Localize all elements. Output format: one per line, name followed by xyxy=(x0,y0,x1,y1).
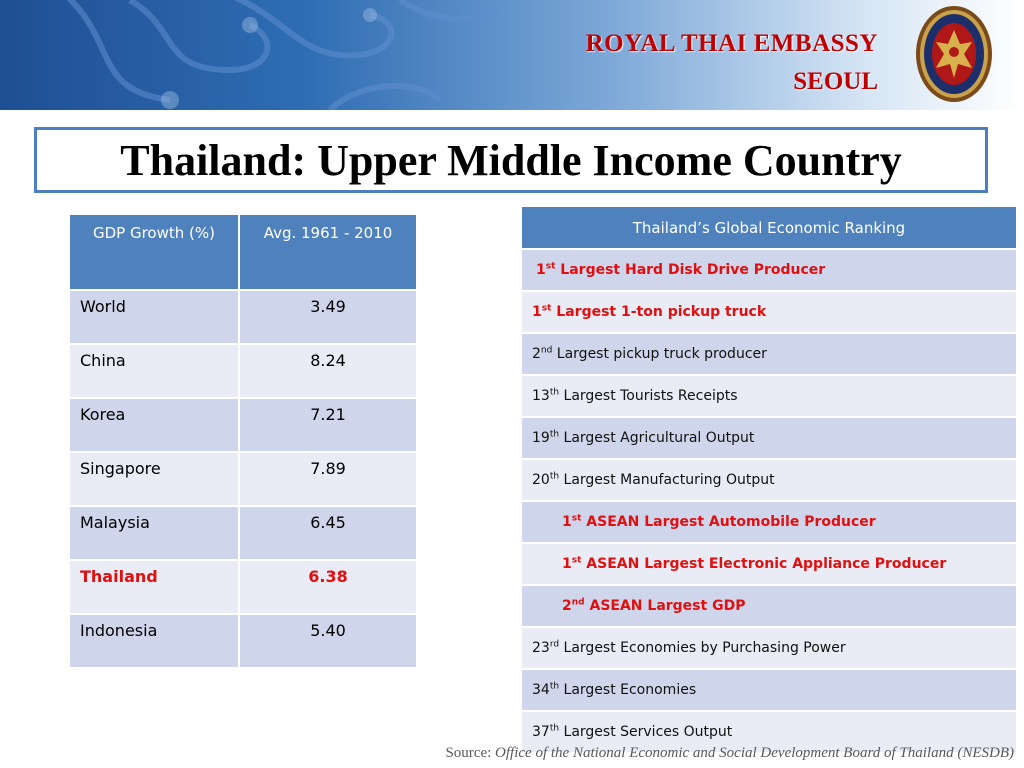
growth-value-cell: 6.38 xyxy=(238,559,418,615)
table-row: Indonesia 5.40 xyxy=(68,613,418,669)
ranking-cell: 13th Largest Tourists Receipts xyxy=(520,374,1018,418)
country-cell: Thailand xyxy=(68,559,240,615)
ranking-cell: 1st Largest Hard Disk Drive Producer xyxy=(520,248,1018,292)
gdp-growth-table: GDP Growth (%) Avg. 1961 - 2010 World 3.… xyxy=(68,213,418,669)
growth-value-cell: 7.21 xyxy=(238,397,418,453)
source-note: Source: Office of the National Economic … xyxy=(445,745,1014,762)
embassy-name: ROYAL THAI EMBASSY xyxy=(585,30,878,57)
ranking-cell: 1st Largest 1-ton pickup truck xyxy=(520,290,1018,334)
table-row: 13th Largest Tourists Receipts xyxy=(520,374,1018,418)
royal-thai-embassy-seal xyxy=(916,6,992,102)
table-row: Korea 7.21 xyxy=(68,397,418,453)
ranking-cell: 2nd Largest pickup truck producer xyxy=(520,332,1018,376)
country-cell: China xyxy=(68,343,240,399)
gdp-header-average: Avg. 1961 - 2010 xyxy=(238,213,418,291)
ranking-cell: 37th Largest Services Output xyxy=(520,710,1018,754)
table-row: 1st Largest 1-ton pickup truck xyxy=(520,290,1018,334)
growth-value-cell: 7.89 xyxy=(238,451,418,507)
table-row: 23rd Largest Economies by Purchasing Pow… xyxy=(520,626,1018,670)
global-ranking-table: Thailand’s Global Economic Ranking 1st L… xyxy=(520,205,1018,754)
ranking-cell: 1st ASEAN Largest Electronic Appliance P… xyxy=(520,542,1018,586)
source-label: Source: xyxy=(445,745,492,761)
growth-value-cell: 3.49 xyxy=(238,289,418,345)
country-cell: Korea xyxy=(68,397,240,453)
table-row: 1st Largest Hard Disk Drive Producer xyxy=(520,248,1018,292)
country-cell: Indonesia xyxy=(68,613,240,669)
ranking-cell: 2nd ASEAN Largest GDP xyxy=(520,584,1018,628)
country-cell: World xyxy=(68,289,240,345)
country-cell: Singapore xyxy=(68,451,240,507)
table-row: World 3.49 xyxy=(68,289,418,345)
table-row-thailand: Thailand 6.38 xyxy=(68,559,418,615)
table-row: Singapore 7.89 xyxy=(68,451,418,507)
table-row: 1st ASEAN Largest Automobile Producer xyxy=(520,500,1018,544)
slide-title-box: Thailand: Upper Middle Income Country xyxy=(34,127,988,193)
ranking-cell: 23rd Largest Economies by Purchasing Pow… xyxy=(520,626,1018,670)
table-row: 2nd Largest pickup truck producer xyxy=(520,332,1018,376)
source-text: Office of the National Economic and Soci… xyxy=(495,745,1014,761)
ranking-cell: 34th Largest Economies xyxy=(520,668,1018,712)
table-row: Malaysia 6.45 xyxy=(68,505,418,561)
table-row: 19th Largest Agricultural Output xyxy=(520,416,1018,460)
ranking-cell: 19th Largest Agricultural Output xyxy=(520,416,1018,460)
country-cell: Malaysia xyxy=(68,505,240,561)
thai-ornament-pattern xyxy=(66,0,502,110)
growth-value-cell: 8.24 xyxy=(238,343,418,399)
table-row: 1st ASEAN Largest Electronic Appliance P… xyxy=(520,542,1018,586)
header-banner: ROYAL THAI EMBASSY SEOUL xyxy=(0,0,1024,110)
table-row: 20th Largest Manufacturing Output xyxy=(520,458,1018,502)
table-row: 2nd ASEAN Largest GDP xyxy=(520,584,1018,628)
ranking-cell: 1st ASEAN Largest Automobile Producer xyxy=(520,500,1018,544)
ranking-header: Thailand’s Global Economic Ranking xyxy=(520,205,1018,250)
gdp-header-country: GDP Growth (%) xyxy=(68,213,240,291)
table-row: China 8.24 xyxy=(68,343,418,399)
ranking-cell: 20th Largest Manufacturing Output xyxy=(520,458,1018,502)
embassy-city: SEOUL xyxy=(793,68,878,95)
growth-value-cell: 6.45 xyxy=(238,505,418,561)
growth-value-cell: 5.40 xyxy=(238,613,418,669)
slide-title: Thailand: Upper Middle Income Country xyxy=(120,135,902,185)
table-row: 37th Largest Services Output xyxy=(520,710,1018,754)
table-row: 34th Largest Economies xyxy=(520,668,1018,712)
